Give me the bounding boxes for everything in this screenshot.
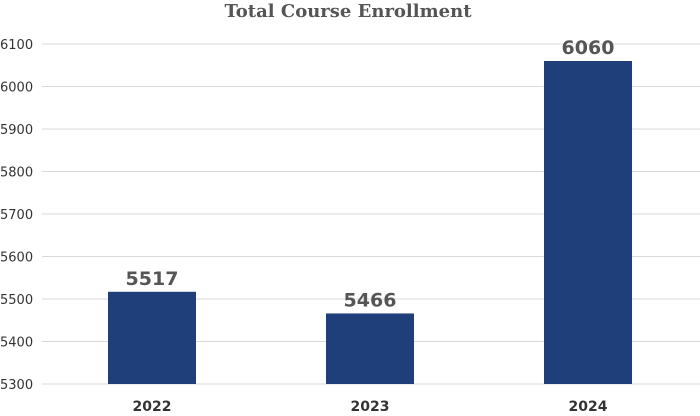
- bars: [108, 61, 632, 384]
- data-label-2024: 6060: [562, 37, 615, 59]
- data-label-2023: 5466: [344, 289, 397, 311]
- x-axis-ticks: 2022 2023 2024: [133, 399, 608, 415]
- y-tick-label: 5300: [0, 378, 33, 393]
- bar-2023: [326, 313, 414, 384]
- y-tick-label: 5700: [0, 208, 33, 223]
- y-tick-label: 6100: [0, 38, 33, 53]
- x-tick-label-2022: 2022: [133, 399, 172, 415]
- bar-2022: [108, 291, 196, 384]
- x-tick-label-2024: 2024: [569, 399, 608, 415]
- y-tick-label: 5400: [0, 336, 33, 351]
- y-tick-label: 5500: [0, 293, 33, 308]
- y-axis-ticks: 5300 5400 5500 5600 5700 5800 5900 6000 6100: [0, 38, 33, 393]
- y-tick-label: 5900: [0, 123, 33, 138]
- y-tick-label: 5600: [0, 251, 33, 266]
- data-label-2022: 5517: [126, 268, 179, 290]
- x-tick-label-2023: 2023: [351, 399, 390, 415]
- y-tick-label: 5800: [0, 166, 33, 181]
- data-labels: 5517 5466 6060: [126, 37, 615, 311]
- chart-title: Total Course Enrollment: [224, 1, 472, 22]
- y-tick-label: 6000: [0, 81, 33, 96]
- bar-2024: [544, 61, 632, 384]
